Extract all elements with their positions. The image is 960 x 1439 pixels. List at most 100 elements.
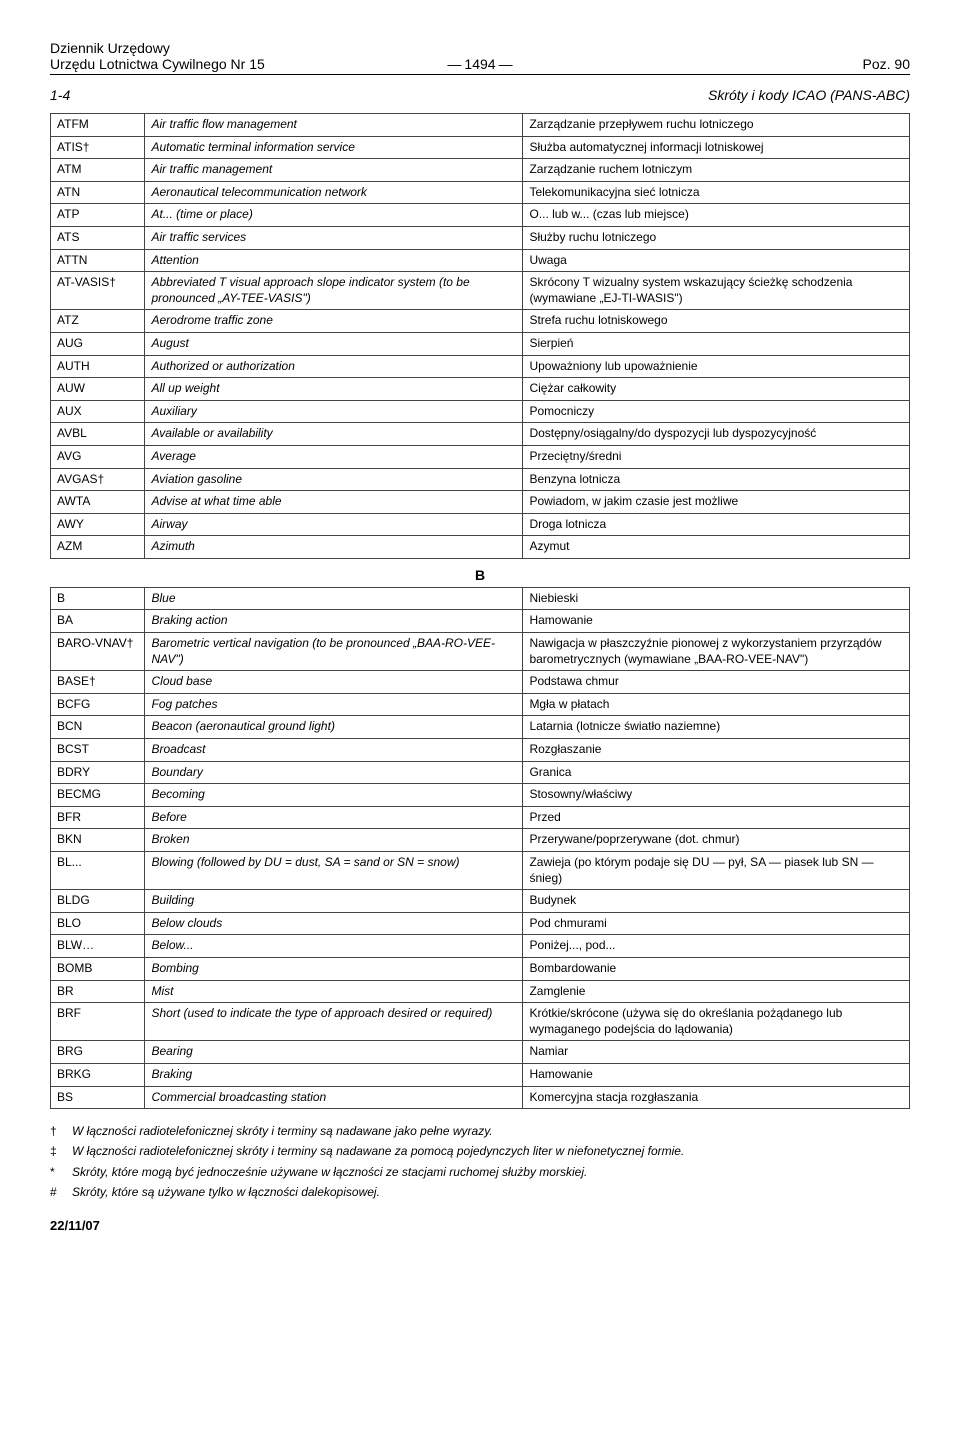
table-row: BRGBearingNamiar [51,1041,910,1064]
table-row: AUGAugustSierpień [51,332,910,355]
footnote: #Skróty, które są używane tylko w łączno… [50,1184,910,1200]
table-row: AVGAveragePrzeciętny/średni [51,445,910,468]
abbr-code: ATM [51,159,145,182]
abbr-meaning-en: At... (time or place) [145,204,523,227]
table-row: BFRBeforePrzed [51,806,910,829]
abbr-meaning-en: Abbreviated T visual approach slope indi… [145,272,523,310]
table-row: BSCommercial broadcasting stationKomercy… [51,1086,910,1109]
abbr-code: BASE† [51,671,145,694]
abbr-meaning-pl: Przed [523,806,910,829]
abbr-code: BLW… [51,935,145,958]
abbr-code: BRKG [51,1063,145,1086]
section-title: 1-4 Skróty i kody ICAO (PANS-ABC) [50,87,910,103]
abbr-code: AUX [51,400,145,423]
abbr-code: AUTH [51,355,145,378]
footnote: †W łączności radiotelefonicznej skróty i… [50,1123,910,1139]
abbr-code: BRF [51,1003,145,1041]
section-left: 1-4 [50,87,70,103]
abbr-meaning-en: Below... [145,935,523,958]
abbr-meaning-pl: Służby ruchu lotniczego [523,226,910,249]
abbr-table-top: ATFMAir traffic flow managementZarządzan… [50,113,910,559]
abbr-meaning-pl: Poniżej..., pod... [523,935,910,958]
abbr-code: BA [51,610,145,633]
table-row: BOMBBombingBombardowanie [51,957,910,980]
abbr-meaning-en: Blue [145,587,523,610]
section-right: Skróty i kody ICAO (PANS-ABC) [708,87,910,103]
table-row: AVBLAvailable or availabilityDostępny/os… [51,423,910,446]
abbr-meaning-en: Aviation gasoline [145,468,523,491]
journal-title-line2: Urzędu Lotnictwa Cywilnego Nr 15 [50,56,434,72]
table-row: ATTNAttentionUwaga [51,249,910,272]
abbr-meaning-en: All up weight [145,378,523,401]
table-row: AUTHAuthorized or authorizationUpoważnio… [51,355,910,378]
abbr-meaning-en: Attention [145,249,523,272]
abbr-code: ATIS† [51,136,145,159]
table-row: BCSTBroadcastRozgłaszanie [51,739,910,762]
abbr-code: ATFM [51,114,145,137]
abbr-code: AVGAS† [51,468,145,491]
abbr-code: ATTN [51,249,145,272]
abbr-meaning-en: Average [145,445,523,468]
header-left: Dziennik Urzędowy Urzędu Lotnictwa Cywil… [50,40,434,72]
abbr-code: BLDG [51,890,145,913]
page-date: 22/11/07 [50,1218,910,1233]
table-row: BRMistZamglenie [51,980,910,1003]
abbr-meaning-pl: Służba automatycznej informacji lotnisko… [523,136,910,159]
table-row: BRKGBrakingHamowanie [51,1063,910,1086]
abbr-meaning-pl: Azymut [523,536,910,559]
abbr-meaning-pl: Krótkie/skrócone (używa się do określani… [523,1003,910,1041]
abbr-meaning-pl: Stosowny/właściwy [523,784,910,807]
dash-right: — [499,56,513,72]
abbr-meaning-en: Braking [145,1063,523,1086]
abbr-meaning-pl: Ciężar całkowity [523,378,910,401]
abbr-code: AUW [51,378,145,401]
table-row: ATNAeronautical telecommunication networ… [51,181,910,204]
table-row: BDRYBoundaryGranica [51,761,910,784]
abbr-code: BLO [51,912,145,935]
table-row: ATPAt... (time or place)O... lub w... (c… [51,204,910,227]
table-row: BLW…Below...Poniżej..., pod... [51,935,910,958]
abbr-meaning-pl: Rozgłaszanie [523,739,910,762]
abbr-code: BR [51,980,145,1003]
abbr-meaning-en: Short (used to indicate the type of appr… [145,1003,523,1041]
table-row: AUWAll up weightCiężar całkowity [51,378,910,401]
abbr-code: BECMG [51,784,145,807]
table-row: BKNBrokenPrzerywane/poprzerywane (dot. c… [51,829,910,852]
table-row: BLDGBuildingBudynek [51,890,910,913]
abbr-meaning-en: Aeronautical telecommunication network [145,181,523,204]
abbr-meaning-en: Bearing [145,1041,523,1064]
abbr-meaning-pl: O... lub w... (czas lub miejsce) [523,204,910,227]
abbr-meaning-pl: Namiar [523,1041,910,1064]
footnote: *Skróty, które mogą być jednocześnie uży… [50,1164,910,1180]
table-row: AT-VASIS†Abbreviated T visual approach s… [51,272,910,310]
abbr-table-bottom: BBlueNiebieskiBABraking actionHamowanieB… [50,587,910,1109]
abbr-meaning-en: Broken [145,829,523,852]
abbr-meaning-en: Blowing (followed by DU = dust, SA = san… [145,852,523,890]
abbr-code: ATS [51,226,145,249]
table-row: BCNBeacon (aeronautical ground light)Lat… [51,716,910,739]
abbr-meaning-pl: Sierpień [523,332,910,355]
abbr-code: BS [51,1086,145,1109]
abbr-meaning-en: Fog patches [145,693,523,716]
table-row: BASE†Cloud basePodstawa chmur [51,671,910,694]
abbr-meaning-en: Bombing [145,957,523,980]
abbr-meaning-pl: Benzyna lotnicza [523,468,910,491]
abbr-meaning-en: Below clouds [145,912,523,935]
abbr-meaning-en: Air traffic flow management [145,114,523,137]
abbr-code: BFR [51,806,145,829]
abbr-code: BL... [51,852,145,890]
abbr-meaning-en: Mist [145,980,523,1003]
abbr-meaning-pl: Pod chmurami [523,912,910,935]
abbr-code: B [51,587,145,610]
table-row: ATFMAir traffic flow managementZarządzan… [51,114,910,137]
section-letter-b: B [50,559,910,587]
abbr-code: BCFG [51,693,145,716]
abbr-meaning-en: Airway [145,513,523,536]
header-right: Poz. 90 [526,56,910,72]
footnote-symbol: * [50,1164,72,1180]
abbr-meaning-pl: Mgła w płatach [523,693,910,716]
abbr-meaning-en: Advise at what time able [145,491,523,514]
abbr-code: AVBL [51,423,145,446]
abbr-code: BCST [51,739,145,762]
table-row: BLOBelow cloudsPod chmurami [51,912,910,935]
